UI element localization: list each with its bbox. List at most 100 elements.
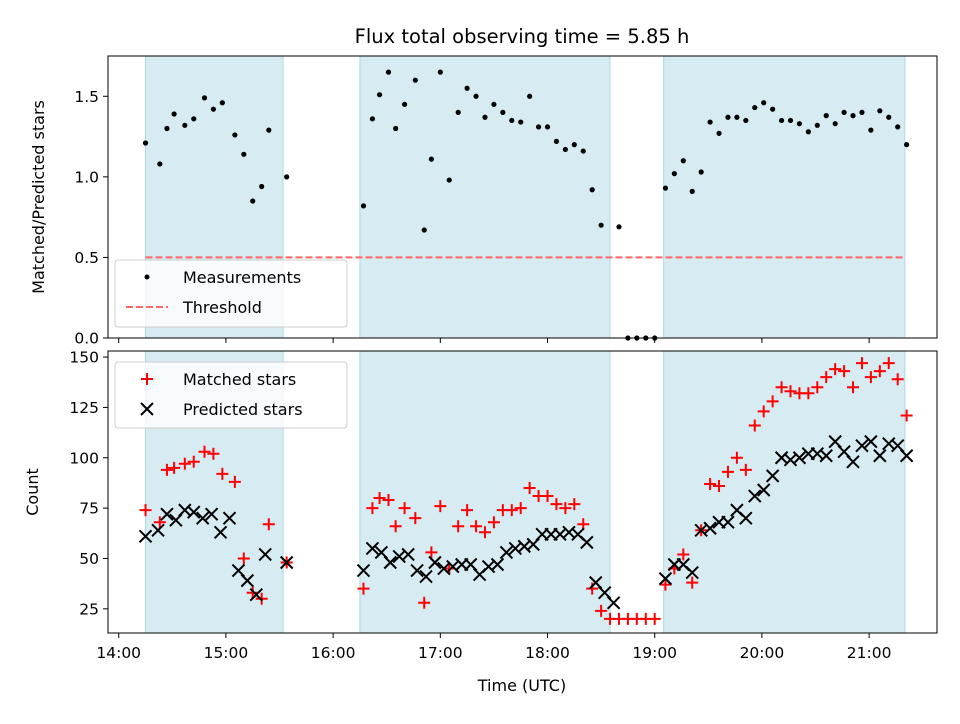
matched-star-point — [882, 357, 895, 370]
measurement-point — [787, 117, 794, 124]
predicted-star-point — [187, 505, 201, 519]
predicted-star-point — [792, 451, 807, 465]
measurement-point — [509, 117, 515, 124]
measurement-point — [877, 108, 883, 114]
measurement-point — [743, 117, 749, 124]
x-tick-label: 15:00 — [204, 644, 249, 662]
predicted-star-point — [160, 507, 174, 521]
predicted-star-point — [151, 523, 165, 537]
predicted-star-point — [410, 563, 424, 578]
measurement-point — [616, 224, 622, 230]
measurement-point — [412, 77, 418, 83]
measurement-point — [707, 119, 713, 125]
x-tick-label: 14:00 — [96, 644, 141, 662]
predicted-star-point — [765, 469, 780, 483]
matched-star-point — [586, 582, 599, 595]
matched-star-point — [677, 548, 690, 561]
matched-star-point — [470, 520, 483, 533]
matched-star-point — [418, 596, 431, 609]
predicted-star-point — [383, 555, 397, 570]
y-axis-label-bottom: Count — [23, 468, 42, 516]
matched-star-point — [855, 357, 868, 370]
measurement-point — [142, 140, 149, 146]
measurement-point — [518, 119, 524, 125]
x-axis-label: Time (UTC) — [477, 676, 566, 695]
measurement-point — [761, 100, 767, 106]
measurement-point — [859, 109, 865, 115]
matched-star-point — [187, 455, 200, 468]
predicted-star-point — [401, 547, 415, 562]
predicted-star-point — [899, 449, 914, 463]
measurement-point — [259, 183, 265, 190]
matched-star-point — [153, 516, 166, 529]
measurement-point — [473, 93, 479, 99]
measurement-point — [553, 138, 560, 145]
measurement-point — [716, 130, 722, 136]
y-tick-label-bottom: 150 — [69, 349, 99, 367]
predicted-star-point — [258, 547, 272, 562]
measurement-point — [455, 109, 461, 115]
measurement-point — [832, 121, 838, 127]
predicted-star-point — [279, 555, 294, 570]
measurement-point — [580, 148, 586, 154]
matched-star-point — [891, 373, 904, 386]
y-tick-label-top: 0.5 — [74, 249, 99, 267]
x-tick-label: 20:00 — [740, 644, 785, 662]
y-axis-label-top: Matched/Predicted stars — [29, 100, 48, 294]
matched-star-point — [216, 467, 229, 480]
legend-predicted-marker — [140, 402, 154, 416]
legend-matched-marker — [141, 373, 153, 385]
predicted-star-point — [846, 455, 860, 469]
ratio-panel: 0.0 0.5 1.0 1.5 — [74, 55, 938, 348]
measurement-point — [598, 222, 604, 228]
measurement-point — [360, 203, 367, 209]
predicted-star-point — [873, 449, 887, 463]
matched-star-point — [721, 465, 734, 478]
measurement-point — [191, 116, 197, 122]
measurement-point — [482, 114, 488, 120]
matched-star-point — [873, 365, 886, 378]
matched-star-point — [246, 586, 259, 599]
measurement-point — [157, 161, 163, 167]
matched-star-point — [198, 445, 211, 458]
matched-star-point — [686, 576, 699, 589]
matched-star-point — [373, 492, 386, 505]
matched-star-point — [207, 447, 220, 460]
legend-bottom-frame — [114, 361, 348, 429]
matched-star-point — [864, 371, 877, 384]
measurement-point — [544, 124, 551, 130]
measurement-point — [805, 129, 811, 135]
matched-star-point — [766, 395, 779, 408]
measurement-point — [823, 113, 829, 119]
measurement-point — [284, 174, 290, 180]
measurement-point — [671, 171, 677, 177]
x-tick-label: 19:00 — [632, 644, 677, 662]
x-tick-label: 21:00 — [847, 644, 892, 662]
matched-star-point — [541, 490, 554, 503]
predicted-star-point — [356, 563, 371, 578]
predicted-star-point — [739, 511, 753, 525]
matched-star-point — [568, 498, 581, 511]
predicted-star-point — [703, 521, 717, 535]
measurement-point — [219, 100, 225, 106]
matched-star-point — [713, 479, 726, 492]
measurement-point — [250, 198, 256, 204]
y-tick-label-bottom: 100 — [69, 449, 99, 467]
predicted-star-point — [855, 438, 869, 453]
measurement-point — [725, 114, 731, 120]
predicted-star-point — [428, 555, 442, 570]
measurement-point — [904, 142, 910, 148]
matched-star-point — [550, 498, 563, 511]
measurement-point — [571, 142, 577, 148]
measurement-point — [446, 177, 452, 183]
measurement-point — [535, 124, 542, 130]
measurement-point — [421, 227, 427, 233]
matched-star-point — [237, 552, 250, 565]
legend-threshold-label: Threshold — [182, 298, 262, 317]
measurement-point — [895, 124, 901, 130]
y-tick-label-bottom: 75 — [79, 500, 99, 518]
measurement-point — [428, 156, 434, 162]
matched-star-point — [514, 502, 527, 515]
predicted-star-point — [240, 573, 255, 588]
